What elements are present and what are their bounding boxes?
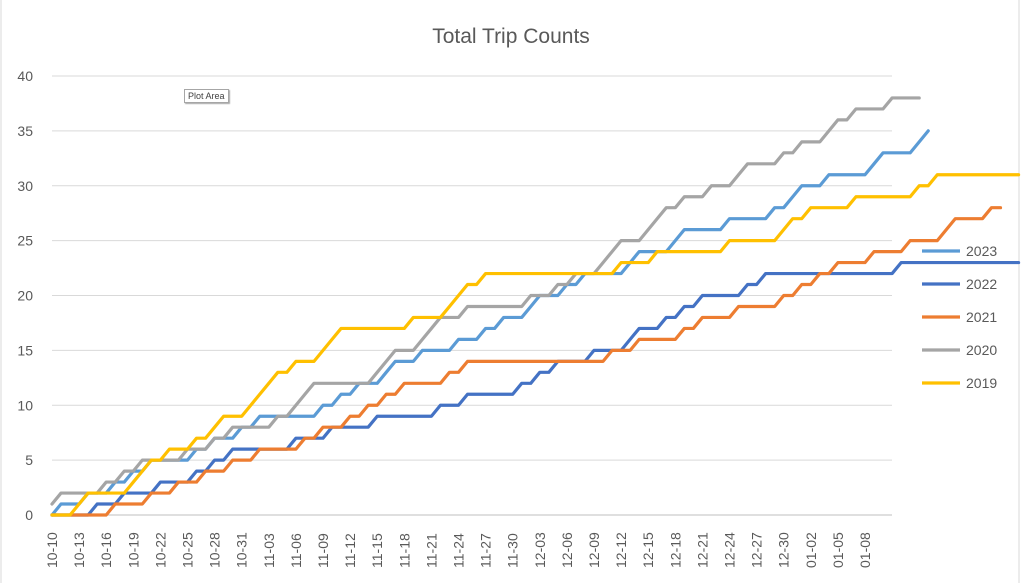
legend-label: 2023 bbox=[966, 243, 997, 259]
x-tick-labels: 10-10 10-13 10-16 10-19 10-22 10-25 10-28 10-31… bbox=[44, 532, 873, 568]
y-tick-label: 40 bbox=[17, 68, 33, 84]
legend: 2023 2022 2021 2020 2019 bbox=[922, 243, 997, 391]
plot-area-tooltip: Plot Area bbox=[184, 89, 229, 103]
x-tick-label: 12-09 bbox=[586, 532, 602, 568]
grid-layer bbox=[52, 75, 892, 516]
y-tick-label: 0 bbox=[25, 507, 33, 523]
series-layer bbox=[50, 96, 1021, 517]
y-tick-label: 20 bbox=[17, 288, 33, 304]
x-tick-label: 01-08 bbox=[857, 532, 873, 568]
x-tick-label: 11-12 bbox=[342, 533, 358, 568]
y-tick-label: 10 bbox=[17, 397, 33, 413]
x-tick-label: 12-15 bbox=[640, 532, 656, 568]
x-tick-label: 11-09 bbox=[315, 533, 331, 568]
legend-label: 2019 bbox=[966, 375, 997, 391]
y-tick-label: 5 bbox=[25, 452, 33, 468]
legend-label: 2020 bbox=[966, 342, 997, 358]
x-tick-label: 10-19 bbox=[125, 532, 141, 568]
x-tick-label: 11-21 bbox=[423, 533, 439, 568]
x-tick-label: 12-24 bbox=[722, 532, 738, 568]
x-tick-label: 10-13 bbox=[71, 532, 87, 568]
chart-title: Total Trip Counts bbox=[432, 25, 590, 48]
legend-label: 2022 bbox=[966, 276, 997, 292]
x-tick-label: 11-15 bbox=[369, 533, 385, 568]
x-tick-label: 10-25 bbox=[180, 532, 196, 568]
x-tick-label: 10-22 bbox=[152, 532, 168, 568]
x-tick-label: 11-27 bbox=[478, 533, 494, 568]
x-tick-label: 01-05 bbox=[830, 532, 846, 568]
x-tick-label: 12-30 bbox=[776, 532, 792, 568]
x-tick-label: 12-12 bbox=[613, 532, 629, 568]
x-tick-label: 12-21 bbox=[694, 532, 710, 568]
x-tick-label: 10-10 bbox=[44, 532, 60, 568]
x-tick-label: 11-03 bbox=[261, 533, 277, 568]
x-tick-label: 10-28 bbox=[207, 532, 223, 568]
x-tick-label: 11-30 bbox=[505, 533, 521, 568]
series-line-2020 bbox=[50, 96, 921, 506]
x-tick-label: 12-03 bbox=[532, 532, 548, 568]
x-tick-label: 10-16 bbox=[98, 532, 114, 568]
series-line-2022 bbox=[50, 260, 1021, 517]
y-tick-label: 30 bbox=[17, 178, 33, 194]
x-tick-label: 11-18 bbox=[396, 533, 412, 568]
x-tick-label: 10-31 bbox=[234, 532, 250, 568]
x-tick-label: 01-02 bbox=[803, 532, 819, 568]
y-tick-label: 35 bbox=[17, 123, 33, 139]
x-tick-label: 12-27 bbox=[749, 532, 765, 568]
x-tick-label: 12-18 bbox=[667, 532, 683, 568]
x-tick-label: 11-24 bbox=[451, 533, 467, 568]
series-line-2021 bbox=[50, 206, 1003, 517]
x-tick-label: 12-06 bbox=[559, 532, 575, 568]
y-tick-label: 25 bbox=[17, 233, 33, 249]
series-line-2019 bbox=[50, 173, 1021, 517]
y-tick-labels: 0 5 10 15 20 25 30 35 40 bbox=[17, 68, 33, 523]
x-tick-label: 11-06 bbox=[288, 533, 304, 568]
legend-label: 2021 bbox=[966, 309, 997, 325]
y-tick-label: 15 bbox=[17, 342, 33, 358]
